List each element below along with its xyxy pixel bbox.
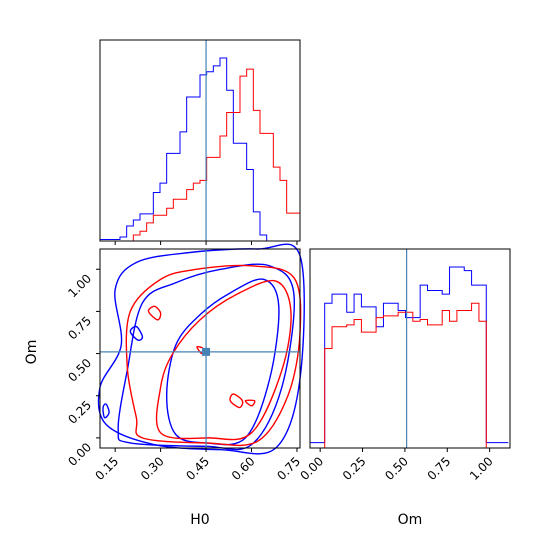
- right-x-tick-label: 1.00: [467, 454, 496, 483]
- contour-red: [229, 393, 244, 409]
- histogram-om-red: [310, 302, 509, 449]
- panel-h0-om-contours: 0.15 0.30 0.45 0.60 0.75 0.00 0.25 0.50 0.75 1.00: [65, 243, 305, 483]
- panel-h0-histogram: [99, 39, 301, 245]
- right-x-tick-label: 0.00: [297, 454, 326, 483]
- right-x-tick-label: 0.25: [340, 454, 369, 483]
- joint-x-tick-label: 0.45: [183, 454, 212, 483]
- frame-joint: [99, 248, 301, 449]
- frame-top: [99, 39, 301, 242]
- contour-red: [125, 264, 302, 447]
- joint-x-tick-label: 0.60: [229, 454, 258, 483]
- joint-x-tick-label: 0.75: [274, 454, 303, 483]
- contour-red: [155, 279, 292, 441]
- joint-y-tick-label: 1.00: [65, 271, 94, 300]
- x-axis-label-h0: H0: [190, 512, 209, 528]
- joint-y-tick-label: 0.00: [65, 440, 94, 469]
- panel-om-histogram: 0.00 0.25 0.50 0.75 1.00: [297, 248, 511, 483]
- right-x-tick-label: 0.75: [425, 454, 454, 483]
- joint-x-tick-label: 0.15: [92, 454, 121, 483]
- x-axis-label-om: Om: [398, 512, 423, 528]
- contour-red: [244, 399, 256, 407]
- right-x-tick-label: 0.50: [382, 454, 411, 483]
- contour-blue: [102, 403, 110, 419]
- joint-y-tick-label: 0.75: [65, 314, 94, 343]
- joint-x-tick-label: 0.30: [138, 454, 167, 483]
- y-axis-label-om: Om: [24, 340, 40, 365]
- histogram-om-blue: [310, 266, 509, 444]
- contour-red: [147, 305, 162, 321]
- joint-y-tick-label: 0.25: [65, 398, 94, 427]
- truth-marker: [202, 347, 211, 356]
- contour-blue: [129, 325, 144, 341]
- contour-blue: [97, 243, 305, 455]
- frame-right: [309, 248, 511, 449]
- joint-y-tick-label: 0.50: [65, 356, 94, 385]
- contour-blue: [165, 278, 280, 446]
- histogram-h0-blue: [100, 57, 300, 242]
- histogram-h0-red: [100, 68, 300, 242]
